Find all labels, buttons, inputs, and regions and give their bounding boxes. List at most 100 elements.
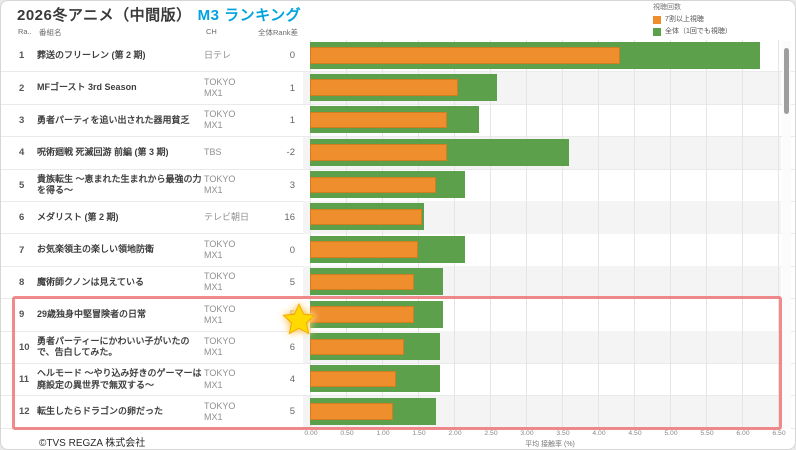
x-tick-label: 1.50: [412, 430, 426, 437]
bar-committed-viewers[interactable]: [310, 144, 447, 161]
rank-cell: 8: [19, 276, 25, 288]
table-row[interactable]: 8 魔術師クノンは見えている TOKYO MX1 5: [1, 266, 795, 300]
rank-diff-cell: 6: [289, 341, 295, 353]
x-tick-label: 6.50: [772, 430, 786, 437]
rank-diff-cell: 5: [289, 276, 295, 288]
rank-cell: 12: [19, 406, 30, 418]
x-tick-label: 3.50: [556, 430, 570, 437]
rank-cell: 5: [19, 179, 25, 191]
program-name-cell: 魔術師クノンは見えている: [37, 276, 145, 287]
rank-diff-cell: 4: [289, 374, 295, 386]
rank-cell: 11: [19, 374, 30, 386]
legend-label: 全体（1回でも視聴）: [665, 28, 732, 35]
x-tick-label: 0.50: [340, 430, 354, 437]
program-name-cell: MFゴースト 3rd Season: [37, 82, 137, 93]
channel-cell: TOKYO MX1: [204, 303, 236, 325]
rank-cell: 9: [19, 309, 25, 321]
x-tick-label: 5.00: [664, 430, 678, 437]
bar-cell: [303, 395, 781, 429]
rank-diff-cell: 3: [289, 179, 295, 191]
program-name-cell: 転生したらドラゴンの卵だった: [37, 406, 164, 417]
bar-cell: [303, 169, 781, 202]
table-row[interactable]: 3 勇者パーティを追い出された器用貧乏 TOKYO MX1 1: [1, 104, 795, 138]
x-tick-label: 0.00: [304, 430, 318, 437]
table-row[interactable]: 5 貴族転生 ～恵まれた生まれから最強の力を得る～ TOKYO MX1 3: [1, 169, 795, 202]
bar-cell: [303, 136, 781, 170]
vertical-scrollbar[interactable]: [782, 41, 791, 429]
rank-diff-cell: 1: [289, 82, 295, 94]
x-tick-label: 4.50: [628, 430, 642, 437]
bar-cell: [303, 71, 781, 105]
bar-committed-viewers[interactable]: [310, 306, 415, 323]
rank-diff-cell: 16: [284, 212, 295, 224]
table-row[interactable]: 10 勇者パーティーにかわいい子がいたので、告白してみた。 TOKYO MX1 …: [1, 331, 795, 364]
channel-cell: TOKYO MX1: [204, 335, 236, 358]
star-icon: [282, 303, 316, 335]
copyright-text: ©TVS REGZA 株式会社: [39, 438, 146, 449]
program-name-cell: 葬送のフリーレン (第 2 期): [37, 49, 146, 60]
bar-committed-viewers[interactable]: [310, 176, 436, 194]
rank-diff-cell: -2: [286, 147, 295, 159]
rows-container: 1 葬送のフリーレン (第 2 期) 日テレ 0 2 MFゴースト 3rd Se…: [1, 39, 795, 429]
x-tick-label: 1.00: [376, 430, 390, 437]
rank-cell: 2: [19, 82, 25, 94]
x-tick-label: 6.00: [736, 430, 750, 437]
bar-committed-viewers[interactable]: [310, 241, 418, 258]
legend: 視聴回数 7割以上視聴 全体（1回でも視聴）: [653, 3, 732, 37]
x-tick-label: 2.50: [484, 430, 498, 437]
bar-committed-viewers[interactable]: [310, 403, 393, 420]
rank-cell: 10: [19, 341, 30, 353]
bar-committed-viewers[interactable]: [310, 111, 447, 129]
channel-cell: TOKYO MX1: [204, 76, 236, 99]
x-tick-label: 3.00: [520, 430, 534, 437]
program-name-cell: 勇者パーティを追い出された器用貧乏: [37, 114, 190, 125]
rank-cell: 6: [19, 212, 25, 224]
rank-cell: 7: [19, 244, 25, 256]
page-title-main: 2026冬アニメ（中間版）: [17, 7, 192, 24]
program-name-cell: メダリスト (第 2 期): [37, 211, 119, 222]
rank-diff-cell: 5: [289, 406, 295, 418]
x-axis-title: 平均 接触率 (%): [525, 441, 575, 448]
table-row[interactable]: 12 転生したらドラゴンの卵だった TOKYO MX1 5: [1, 395, 795, 429]
green-swatch-icon: [653, 28, 661, 36]
bar-committed-viewers[interactable]: [310, 47, 620, 64]
program-name-cell: 勇者パーティーにかわいい子がいたので、告白してみた。: [37, 335, 190, 358]
program-name-cell: 呪術廻戦 死滅回游 前編 (第 3 期): [37, 147, 169, 158]
header-channel[interactable]: CH: [206, 27, 217, 36]
program-name-cell: 29歳独身中堅冒険者の日常: [37, 308, 147, 319]
bar-committed-viewers[interactable]: [310, 79, 458, 96]
program-name-cell: お気楽領主の楽しい領地防衛: [37, 244, 155, 255]
x-tick-label: 4.00: [592, 430, 606, 437]
bar-committed-viewers[interactable]: [310, 338, 404, 356]
table-row[interactable]: 11 ヘルモード ～やり込み好きのゲーマーは廃設定の異世界で無双する～ TOKY…: [1, 363, 795, 397]
orange-swatch-icon: [653, 16, 661, 24]
header-rank[interactable]: Ra..: [18, 27, 32, 36]
bar-cell: [303, 298, 781, 332]
page-title: 2026冬アニメ（中間版） M3 ランキング: [17, 4, 301, 25]
table-row[interactable]: 4 呪術廻戦 死滅回游 前編 (第 3 期) TBS -2: [1, 136, 795, 170]
bar-cell: [303, 104, 781, 137]
legend-title: 視聴回数: [653, 4, 681, 11]
rank-diff-cell: 0: [289, 244, 295, 256]
rank-cell: 3: [19, 114, 25, 126]
bar-cell: [303, 39, 781, 72]
table-header: Ra.. 番組名 CH 全体Rank差: [1, 24, 795, 40]
bar-cell: [303, 201, 781, 234]
table-row[interactable]: 7 お気楽領主の楽しい領地防衛 TOKYO MX1 0: [1, 233, 795, 267]
legend-item-full-watch: 7割以上視聴: [653, 15, 732, 25]
bar-committed-viewers[interactable]: [310, 208, 422, 226]
bar-committed-viewers[interactable]: [310, 273, 415, 291]
table-row[interactable]: 9 29歳独身中堅冒険者の日常 TOKYO MX1 5: [1, 298, 795, 332]
bar-committed-viewers[interactable]: [310, 370, 397, 388]
table-row[interactable]: 1 葬送のフリーレン (第 2 期) 日テレ 0: [1, 39, 795, 73]
x-axis-ticks: 0.00 0.50 1.00 1.50 2.00 2.50 3.00 3.50 4.00 4.50…: [304, 430, 789, 440]
bar-cell: [303, 233, 781, 267]
header-program-name[interactable]: 番組名: [39, 28, 62, 37]
x-tick-label: 5.50: [700, 430, 714, 437]
scrollbar-thumb[interactable]: [784, 48, 789, 114]
table-row[interactable]: 2 MFゴースト 3rd Season TOKYO MX1 1: [1, 71, 795, 105]
table-row[interactable]: 6 メダリスト (第 2 期) テレビ朝日 16: [1, 201, 795, 235]
header-rank-diff[interactable]: 全体Rank差: [257, 28, 298, 37]
rank-cell: 1: [19, 50, 25, 62]
